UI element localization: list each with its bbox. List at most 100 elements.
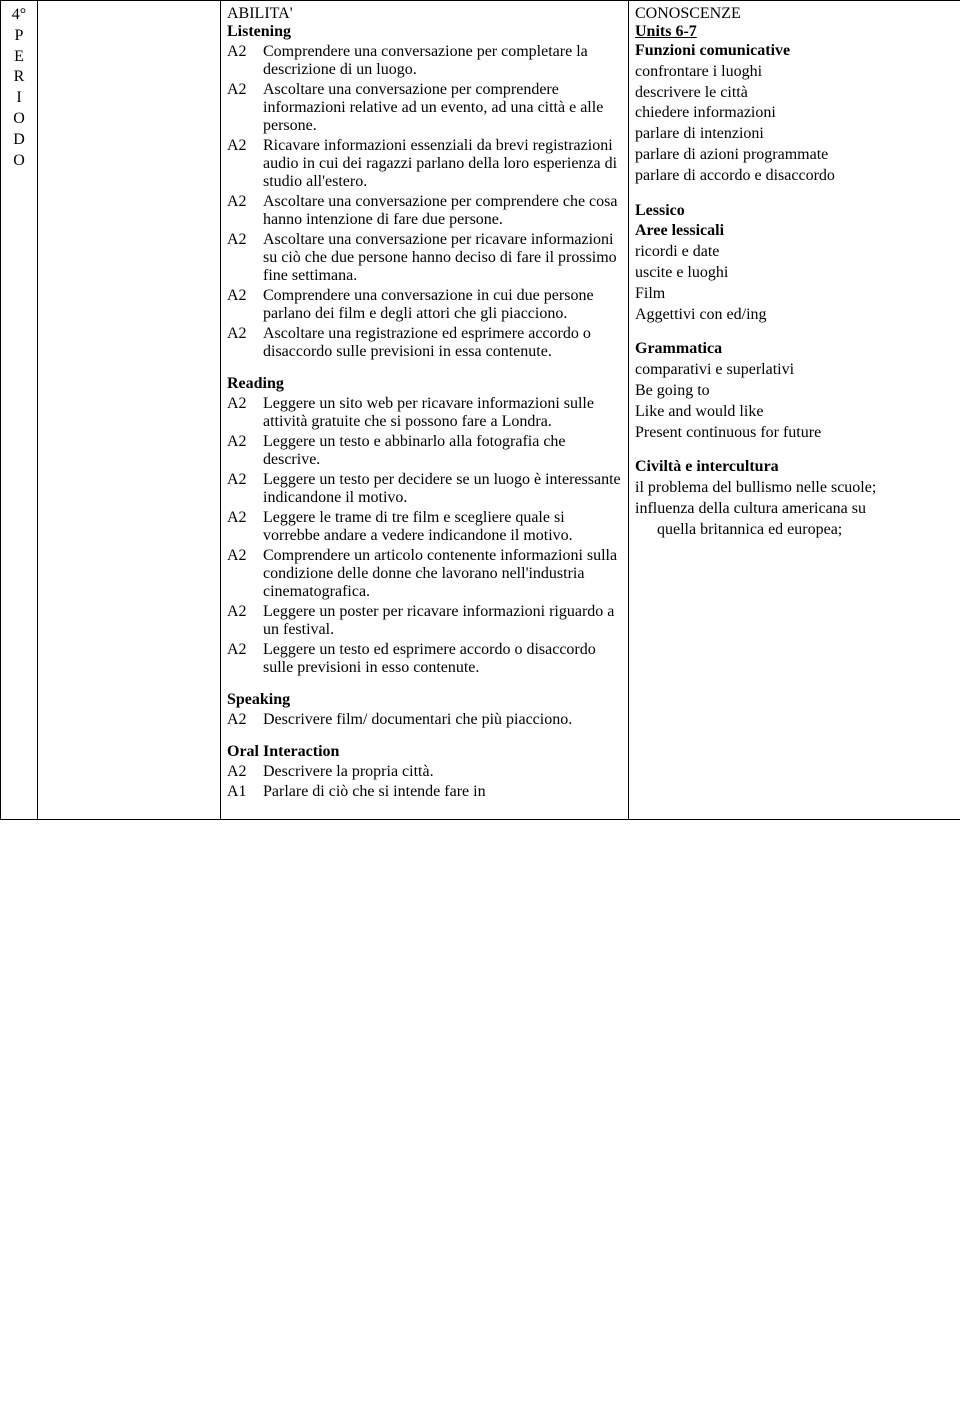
funzioni-block: Funzioni comunicative confrontare i luog… [635, 41, 960, 187]
grammatica-item: Present continuous for future [635, 423, 960, 444]
skill-item: A2Leggere un sito web per ricavare infor… [227, 395, 622, 431]
skill-text: Ascoltare una conversazione per comprend… [263, 81, 622, 135]
lessico-block: Lessico Aree lessicali ricordi e date us… [635, 201, 960, 326]
lessico-item: Aggettivi con ed/ing [635, 305, 960, 326]
curriculum-table: 4° P E R I O D O ABILITA' Listening A2Co… [0, 0, 960, 820]
skill-text: Leggere un testo e abbinarlo alla fotogr… [263, 433, 622, 469]
grammatica-item: Like and would like [635, 402, 960, 423]
speaking-heading: Speaking [227, 691, 622, 709]
reading-heading: Reading [227, 375, 622, 393]
document-page: 4° P E R I O D O ABILITA' Listening A2Co… [0, 0, 960, 820]
periodo-text: O [7, 151, 31, 172]
skill-level: A2 [227, 81, 257, 135]
skill-item: A2Ascoltare una conversazione per ricava… [227, 231, 622, 285]
skill-item: A2Leggere un testo ed esprimere accordo … [227, 641, 622, 677]
conoscenze-cell: CONOSCENZE Units 6-7 Funzioni comunicati… [629, 1, 960, 820]
skill-item: A2Leggere un testo e abbinarlo alla foto… [227, 433, 622, 469]
periodo-text: D [7, 130, 31, 151]
lessico-item: ricordi e date [635, 242, 960, 263]
skill-item: A2Leggere le trame di tre film e sceglie… [227, 509, 622, 545]
civilta-item: il problema del bullismo nelle scuole; [635, 478, 960, 499]
listening-heading: Listening [227, 23, 622, 41]
units-label: Units 6-7 [635, 23, 960, 41]
civilta-item: influenza della cultura americana su que… [635, 499, 960, 541]
skill-item: A1 Parlare di ciò che si intende fare in [227, 783, 622, 801]
grammatica-heading: Grammatica [635, 339, 960, 360]
skill-level: A1 [227, 783, 257, 801]
skill-level: A2 [227, 43, 257, 79]
skill-level: A2 [227, 433, 257, 469]
periodo-text: O [7, 109, 31, 130]
skill-level: A2 [227, 137, 257, 191]
skill-item: A2Comprendere una conversazione in cui d… [227, 287, 622, 323]
skill-text: Comprendere una conversazione in cui due… [263, 287, 622, 323]
periodo-text: R [7, 67, 31, 88]
skill-item: A2 Descrivere film/ documentari che più p… [227, 711, 622, 729]
skill-text: Leggere le trame di tre film e scegliere… [263, 509, 622, 545]
skill-item: A2Ascoltare una conversazione per compre… [227, 81, 622, 135]
skill-level: A2 [227, 231, 257, 285]
skill-text: Comprendere una conversazione per comple… [263, 43, 622, 79]
listening-block: Listening A2Comprendere una conversazion… [227, 23, 622, 361]
abilita-title: ABILITA' [227, 5, 622, 23]
skill-text: Ascoltare una conversazione per ricavare… [263, 231, 622, 285]
funzioni-item: parlare di azioni programmate [635, 145, 960, 166]
skill-item: A2Comprendere una conversazione per comp… [227, 43, 622, 79]
civilta-item-text: influenza della cultura americana su [635, 500, 866, 517]
oral-interaction-heading: Oral Interaction [227, 743, 622, 761]
periodo-cell: 4° P E R I O D O [1, 1, 38, 820]
skill-item: A2Leggere un poster per ricavare informa… [227, 603, 622, 639]
grammatica-block: Grammatica comparativi e superlativi Be … [635, 339, 960, 443]
lessico-heading: Lessico [635, 201, 960, 222]
skill-level: A2 [227, 711, 257, 729]
grammatica-item: Be going to [635, 381, 960, 402]
skill-level: A2 [227, 395, 257, 431]
skill-text: Ascoltare una conversazione per comprend… [263, 193, 622, 229]
grammatica-item: comparativi e superlativi [635, 360, 960, 381]
skill-level: A2 [227, 603, 257, 639]
lessico-subheading: Aree lessicali [635, 221, 960, 242]
periodo-text: E [7, 47, 31, 68]
skill-text: Ascoltare una registrazione ed esprimere… [263, 325, 622, 361]
skill-level: A2 [227, 325, 257, 361]
oral-interaction-block: Oral Interaction A2 Descrivere la propria… [227, 743, 622, 801]
periodo-text: P [7, 26, 31, 47]
funzioni-heading: Funzioni comunicative [635, 41, 960, 62]
skill-text: Leggere un sito web per ricavare informa… [263, 395, 622, 431]
lessico-item: Film [635, 284, 960, 305]
speaking-block: Speaking A2 Descrivere film/ documentari … [227, 691, 622, 729]
abilita-cell: ABILITA' Listening A2Comprendere una con… [221, 1, 629, 820]
skill-text: Descrivere la propria città. [263, 763, 622, 781]
conoscenze-title: CONOSCENZE [635, 5, 960, 23]
empty-cell [38, 1, 221, 820]
civilta-heading: Civiltà e intercultura [635, 457, 960, 478]
skill-text: Descrivere film/ documentari che più pia… [263, 711, 622, 729]
skill-text: Leggere un poster per ricavare informazi… [263, 603, 622, 639]
skill-text: Parlare di ciò che si intende fare in [263, 783, 622, 801]
skill-text: Leggere un testo ed esprimere accordo o … [263, 641, 622, 677]
skill-text: Comprendere un articolo contenente infor… [263, 547, 622, 601]
skill-item: A2Ricavare informazioni essenziali da br… [227, 137, 622, 191]
periodo-text: I [7, 88, 31, 109]
skill-level: A2 [227, 471, 257, 507]
skill-level: A2 [227, 509, 257, 545]
skill-item: A2Comprendere un articolo contenente inf… [227, 547, 622, 601]
skill-level: A2 [227, 763, 257, 781]
civilta-item-cont: quella britannica ed europea; [635, 520, 960, 541]
skill-level: A2 [227, 641, 257, 677]
funzioni-item: confrontare i luoghi [635, 62, 960, 83]
skill-item: A2Leggere un testo per decidere se un lu… [227, 471, 622, 507]
funzioni-item: parlare di accordo e disaccordo [635, 166, 960, 187]
skill-level: A2 [227, 193, 257, 229]
periodo-label: 4° P E R I O D O [7, 5, 31, 171]
skill-text: Ricavare informazioni essenziali da brev… [263, 137, 622, 191]
funzioni-item: parlare di intenzioni [635, 124, 960, 145]
civilta-block: Civiltà e intercultura il problema del b… [635, 457, 960, 540]
funzioni-item: descrivere le città [635, 83, 960, 104]
skill-level: A2 [227, 287, 257, 323]
skill-level: A2 [227, 547, 257, 601]
skill-item: A2Ascoltare una registrazione ed esprime… [227, 325, 622, 361]
skill-item: A2Ascoltare una conversazione per compre… [227, 193, 622, 229]
skill-item: A2 Descrivere la propria città. [227, 763, 622, 781]
skill-text: Leggere un testo per decidere se un luog… [263, 471, 622, 507]
